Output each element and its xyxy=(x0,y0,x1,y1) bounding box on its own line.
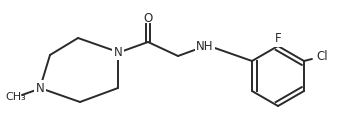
Text: O: O xyxy=(143,11,153,25)
Text: N: N xyxy=(36,81,44,95)
Text: Cl: Cl xyxy=(316,51,328,63)
Text: N: N xyxy=(114,46,122,58)
Text: CH₃: CH₃ xyxy=(6,92,26,102)
Text: NH: NH xyxy=(196,39,214,53)
Text: F: F xyxy=(275,32,281,46)
